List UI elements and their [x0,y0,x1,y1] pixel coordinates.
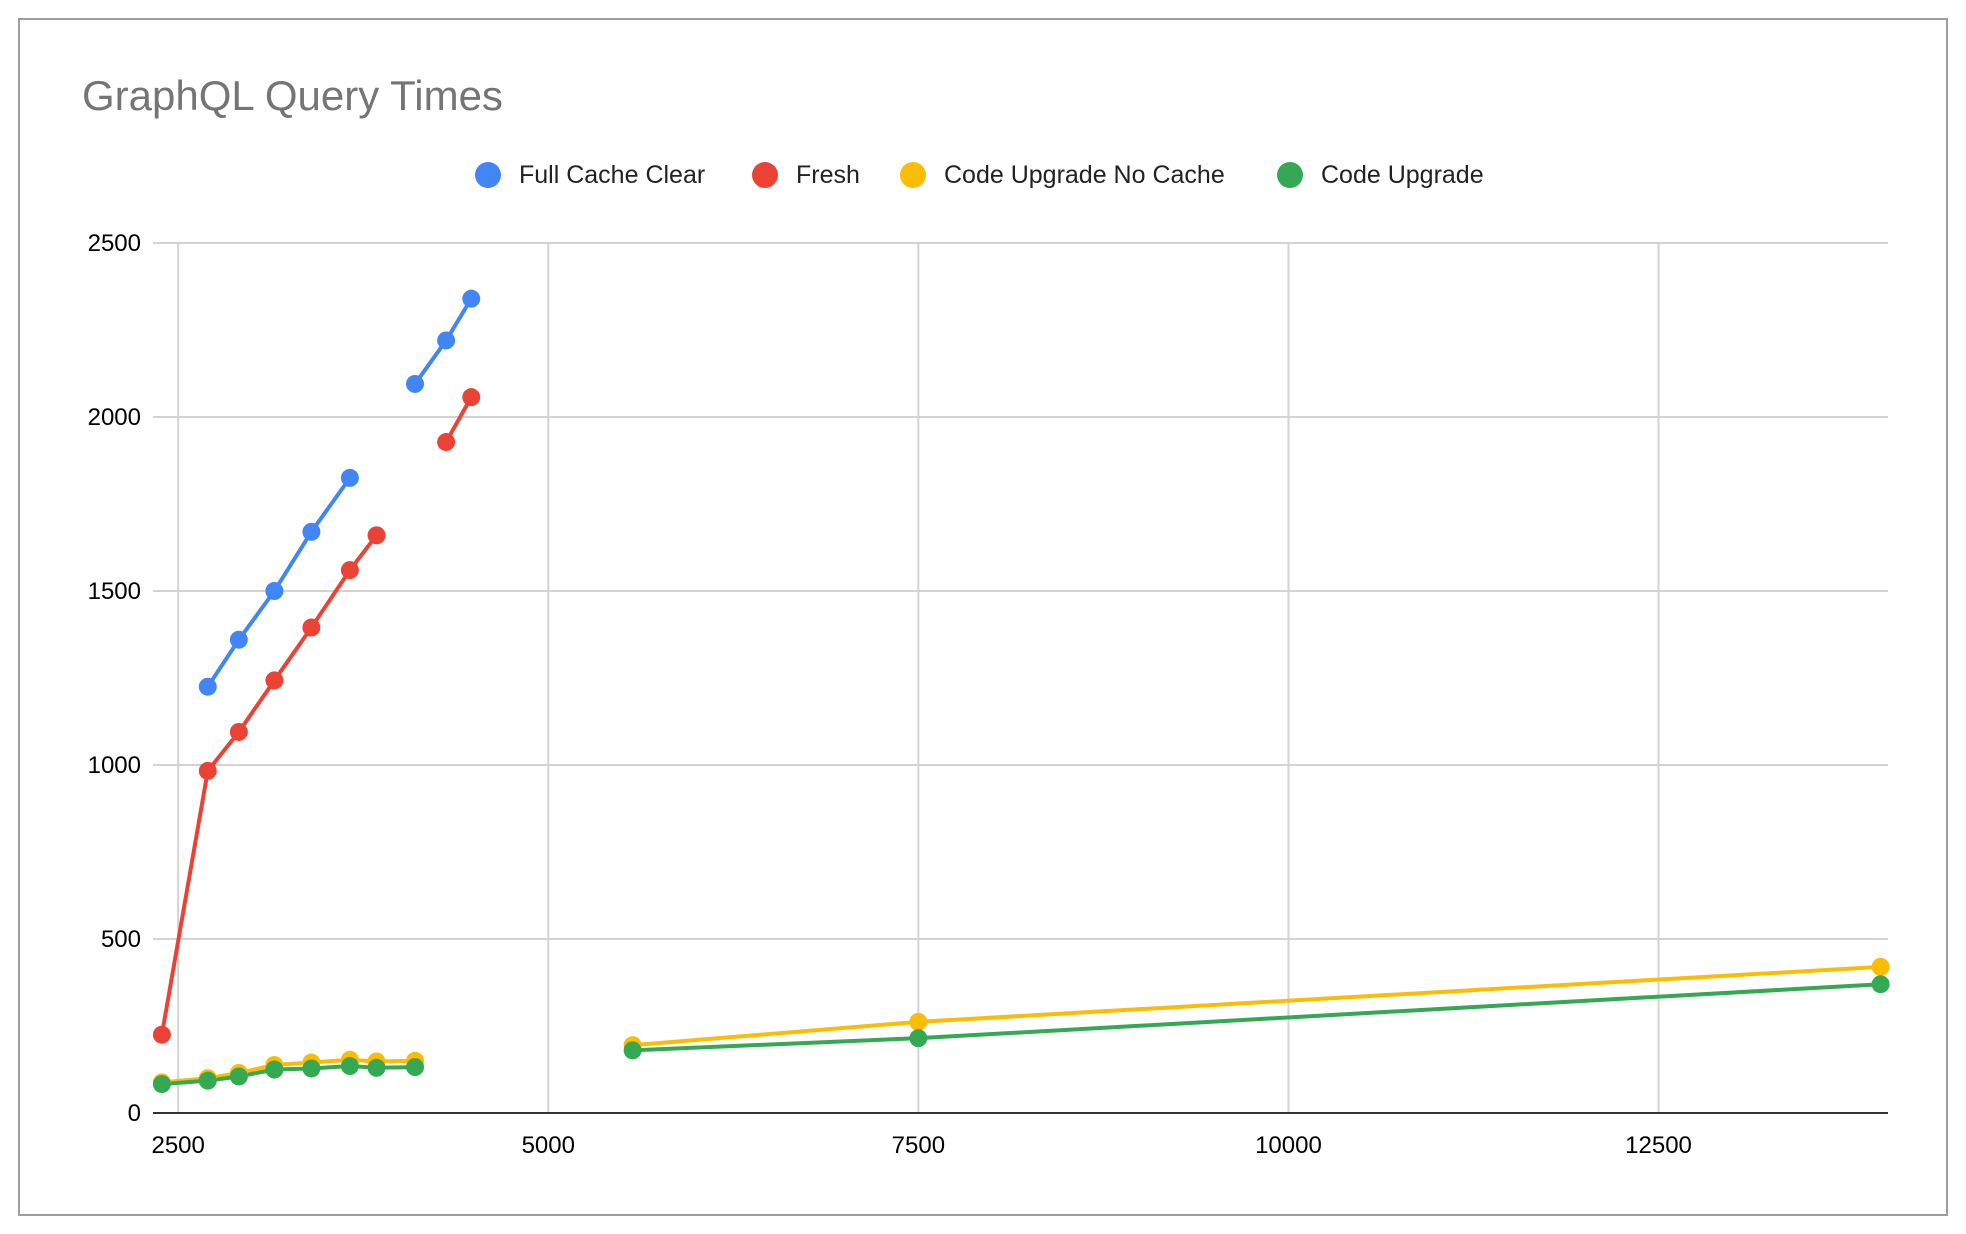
series-line-code-upgrade-no-cache [630,964,1883,1048]
x-tick-label: 2500 [151,1132,204,1159]
data-point-code-upgrade[interactable] [623,1041,642,1060]
data-point-fresh[interactable] [229,722,248,741]
series-line-code-upgrade [630,982,1883,1053]
x-tick-label: 12500 [1625,1132,1692,1159]
y-tick-label: 500 [101,926,141,953]
legend-swatch-code-upgrade [1277,162,1303,188]
chart-title: GraphQL Query Times [82,72,503,119]
legend-item-full-cache-clear[interactable]: Full Cache Clear [475,155,705,195]
data-point-fresh[interactable] [340,561,359,580]
legend-item-code-upgrade[interactable]: Code Upgrade [1277,155,1484,195]
data-point-fresh[interactable] [302,618,321,637]
chart-legend: Full Cache Clear Fresh Code Upgrade No C… [0,155,1966,195]
data-point-fresh[interactable] [198,761,217,780]
y-tick-label: 0 [128,1100,141,1127]
data-point-code-upgrade[interactable] [229,1067,248,1086]
data-point-full-cache-clear[interactable] [340,468,359,487]
data-point-full-cache-clear[interactable] [437,331,456,350]
series-line-full-cache-clear [205,475,352,689]
data-point-full-cache-clear[interactable] [229,630,248,649]
y-tick-label: 1500 [88,578,141,605]
data-point-code-upgrade[interactable] [406,1058,425,1077]
data-point-code-upgrade[interactable] [152,1075,171,1094]
x-tick-label: 10000 [1255,1132,1322,1159]
legend-item-code-upgrade-no-cache[interactable]: Code Upgrade No Cache [900,155,1225,195]
legend-label-code-upgrade: Code Upgrade [1321,160,1484,189]
legend-label-fresh: Fresh [796,160,860,189]
legend-label-code-upgrade-no-cache: Code Upgrade No Cache [944,160,1225,189]
data-point-full-cache-clear[interactable] [198,677,217,696]
data-point-full-cache-clear[interactable] [265,582,284,600]
legend-swatch-code-upgrade-no-cache [900,162,926,188]
x-tick-label: 5000 [522,1132,575,1159]
data-point-full-cache-clear[interactable] [406,374,425,393]
legend-item-fresh[interactable]: Fresh [752,155,860,195]
data-point-code-upgrade-no-cache[interactable] [1871,957,1890,976]
y-tick-label: 2000 [88,404,141,431]
legend-swatch-fresh [752,162,778,188]
data-point-code-upgrade[interactable] [909,1029,928,1048]
series-line-fresh [159,533,379,1037]
data-point-fresh[interactable] [367,526,386,545]
legend-label-full-cache-clear: Full Cache Clear [519,160,706,189]
legend-swatch-full-cache-clear [475,162,501,188]
y-tick-label: 1000 [88,752,141,779]
data-point-code-upgrade[interactable] [265,1060,284,1079]
data-point-full-cache-clear[interactable] [462,289,481,308]
data-point-fresh[interactable] [265,671,284,690]
data-point-code-upgrade[interactable] [367,1058,386,1077]
x-tick-label: 7500 [892,1132,945,1159]
data-point-fresh[interactable] [462,388,481,407]
data-point-code-upgrade[interactable] [1871,975,1890,994]
data-point-full-cache-clear[interactable] [302,522,321,541]
data-point-code-upgrade[interactable] [302,1059,321,1078]
data-point-fresh[interactable] [152,1025,171,1044]
data-point-code-upgrade[interactable] [340,1057,359,1076]
data-point-code-upgrade[interactable] [198,1071,217,1090]
y-tick-label: 2500 [88,230,141,257]
data-point-code-upgrade-no-cache[interactable] [909,1012,928,1031]
data-point-fresh[interactable] [437,433,456,452]
